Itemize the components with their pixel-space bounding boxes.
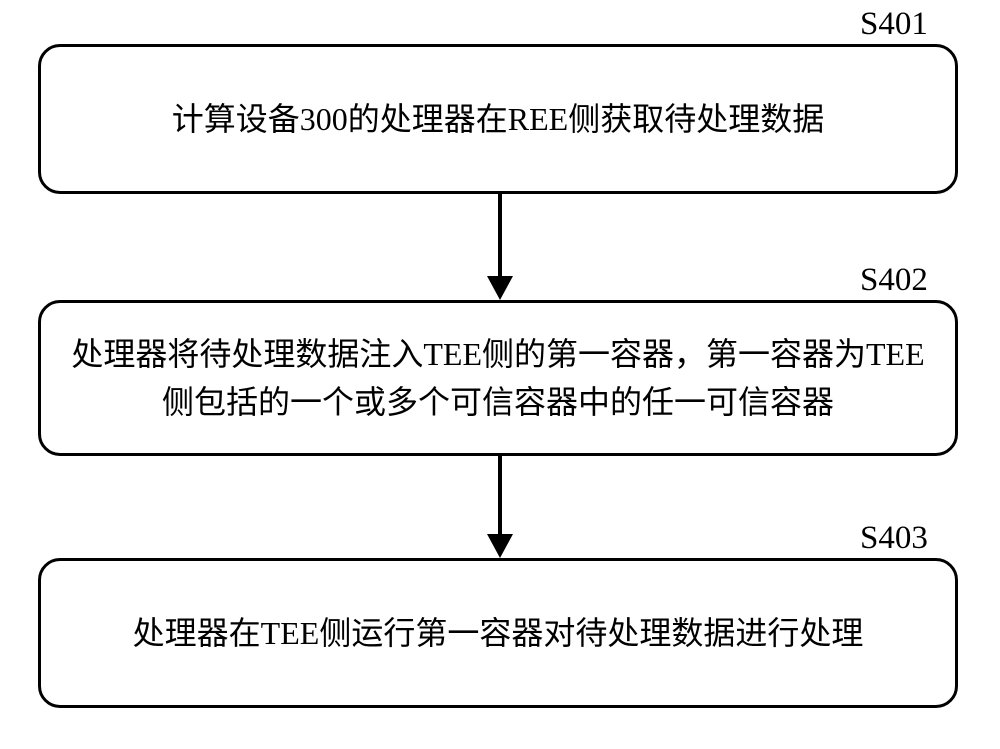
step-text-s403: 处理器在TEE侧运行第一容器对待处理数据进行处理 — [133, 609, 864, 657]
step-box-s402: 处理器将待处理数据注入TEE侧的第一容器，第一容器为TEE侧包括的一个或多个可信… — [38, 300, 958, 456]
step-text-s401: 计算设备300的处理器在REE侧获取待处理数据 — [172, 95, 824, 143]
arrow-line-2 — [498, 456, 502, 534]
flowchart-canvas: S401 计算设备300的处理器在REE侧获取待处理数据 S402 处理器将待处… — [0, 0, 1000, 749]
step-box-s403: 处理器在TEE侧运行第一容器对待处理数据进行处理 — [38, 558, 958, 708]
arrow-head-2 — [487, 534, 513, 558]
step-label-s401: S401 — [860, 6, 928, 43]
step-box-s401: 计算设备300的处理器在REE侧获取待处理数据 — [38, 44, 958, 194]
arrow-line-1 — [498, 194, 502, 276]
step-text-s402: 处理器将待处理数据注入TEE侧的第一容器，第一容器为TEE侧包括的一个或多个可信… — [71, 330, 925, 426]
step-label-s402: S402 — [860, 262, 928, 299]
step-label-s403: S403 — [860, 520, 928, 557]
arrow-head-1 — [487, 276, 513, 300]
